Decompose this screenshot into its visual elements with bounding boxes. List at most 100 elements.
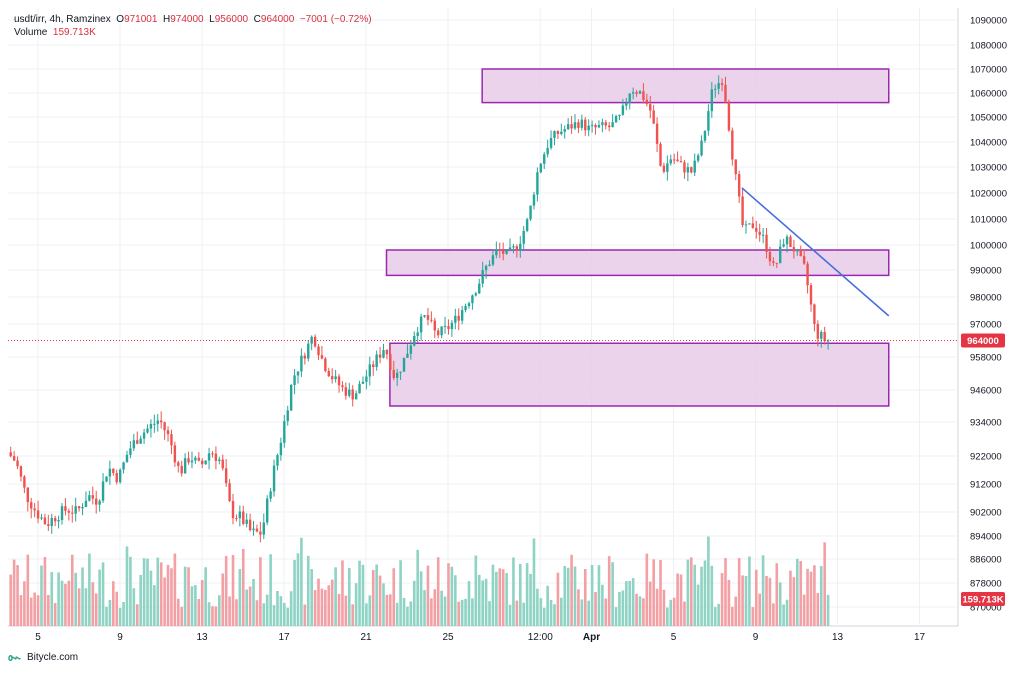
candle-body[interactable]: [153, 423, 156, 425]
candle-body[interactable]: [115, 473, 118, 483]
candle-body[interactable]: [536, 172, 539, 195]
candle-body[interactable]: [724, 84, 727, 102]
support-resistance-zones[interactable]: [385, 68, 890, 407]
candle-body[interactable]: [655, 123, 659, 144]
candle-body[interactable]: [720, 83, 724, 85]
candle-body[interactable]: [447, 326, 450, 330]
candle-body[interactable]: [744, 224, 748, 226]
candle-body[interactable]: [320, 355, 324, 359]
candle-body[interactable]: [628, 93, 631, 104]
candle-body[interactable]: [491, 255, 495, 265]
candle-body[interactable]: [190, 460, 194, 463]
candle-body[interactable]: [501, 250, 505, 254]
candle-body[interactable]: [276, 455, 279, 466]
candle-body[interactable]: [112, 468, 115, 474]
candle-body[interactable]: [690, 167, 693, 173]
candle-body[interactable]: [399, 371, 402, 373]
candle-body[interactable]: [823, 332, 826, 341]
candle-body[interactable]: [71, 512, 74, 514]
candle-body[interactable]: [543, 154, 546, 164]
candle-body[interactable]: [57, 520, 60, 522]
candle-body[interactable]: [741, 196, 744, 226]
trendline-segment[interactable]: [741, 187, 890, 317]
candle-body[interactable]: [296, 371, 300, 376]
candle-body[interactable]: [413, 335, 416, 346]
candle-body[interactable]: [231, 501, 235, 519]
candle-body[interactable]: [105, 476, 108, 482]
candle-body[interactable]: [813, 304, 816, 324]
trendline[interactable]: [741, 187, 890, 317]
candle-body[interactable]: [601, 122, 604, 125]
candle-body[interactable]: [737, 174, 741, 197]
candle-body[interactable]: [245, 519, 248, 524]
candle-body[interactable]: [136, 440, 139, 444]
candle-body[interactable]: [313, 336, 317, 347]
candle-body[interactable]: [614, 116, 618, 123]
candle-body[interactable]: [40, 517, 43, 519]
candle-body[interactable]: [283, 421, 286, 443]
candle-body[interactable]: [272, 465, 276, 492]
price-zone[interactable]: [481, 68, 890, 104]
candle-body[interactable]: [84, 500, 88, 508]
candle-body[interactable]: [433, 320, 436, 331]
candle-body[interactable]: [19, 466, 23, 477]
candle-body[interactable]: [549, 138, 553, 148]
candle-body[interactable]: [570, 124, 573, 129]
candle-body[interactable]: [201, 460, 204, 465]
candle-body[interactable]: [361, 381, 365, 384]
candle-body[interactable]: [101, 481, 105, 501]
candle-body[interactable]: [351, 389, 354, 400]
candle-body[interactable]: [289, 384, 293, 411]
candle-body[interactable]: [457, 315, 460, 321]
candle-body[interactable]: [652, 110, 655, 124]
candle-body[interactable]: [484, 265, 488, 271]
candle-body[interactable]: [816, 323, 820, 339]
candle-body[interactable]: [789, 236, 792, 248]
candle-body[interactable]: [16, 460, 19, 467]
candle-body[interactable]: [221, 459, 224, 469]
candle-body[interactable]: [255, 528, 259, 532]
candle-body[interactable]: [802, 256, 806, 264]
candle-body[interactable]: [748, 223, 751, 225]
candle-body[interactable]: [12, 456, 16, 461]
candle-body[interactable]: [437, 330, 440, 336]
candle-body[interactable]: [187, 458, 190, 463]
price-zone[interactable]: [385, 249, 890, 277]
candle-body[interactable]: [488, 264, 491, 266]
candle-body[interactable]: [118, 469, 122, 483]
candle-body[interactable]: [259, 531, 262, 535]
candle-body[interactable]: [269, 491, 272, 499]
candle-body[interactable]: [354, 393, 358, 400]
candle-body[interactable]: [389, 354, 392, 370]
candle-body[interactable]: [765, 234, 768, 252]
candle-body[interactable]: [419, 316, 423, 333]
candle-body[interactable]: [183, 458, 187, 474]
candle-body[interactable]: [539, 163, 543, 173]
candle-body[interactable]: [409, 345, 413, 354]
candle-body[interactable]: [826, 340, 830, 342]
candle-body[interactable]: [580, 119, 584, 128]
candle-body[interactable]: [385, 350, 389, 355]
candle-body[interactable]: [751, 223, 755, 228]
candle-body[interactable]: [734, 159, 737, 175]
candle-body[interactable]: [344, 387, 348, 396]
candle-body[interactable]: [23, 476, 26, 488]
candle-body[interactable]: [635, 92, 638, 94]
candle-body[interactable]: [505, 249, 508, 254]
candle-body[interactable]: [532, 194, 536, 206]
candle-body[interactable]: [611, 122, 614, 128]
candle-body[interactable]: [464, 306, 467, 311]
candle-body[interactable]: [820, 332, 823, 339]
candle-body[interactable]: [566, 124, 570, 130]
candle-body[interactable]: [372, 364, 375, 368]
candle-body[interactable]: [806, 263, 809, 286]
candle-body[interactable]: [758, 231, 761, 235]
candle-body[interactable]: [625, 103, 628, 106]
candle-body[interactable]: [248, 519, 252, 531]
candle-body[interactable]: [337, 376, 341, 386]
candle-body[interactable]: [60, 506, 64, 521]
candle-body[interactable]: [286, 410, 289, 422]
candle-body[interactable]: [686, 167, 690, 173]
candle-body[interactable]: [330, 376, 334, 380]
